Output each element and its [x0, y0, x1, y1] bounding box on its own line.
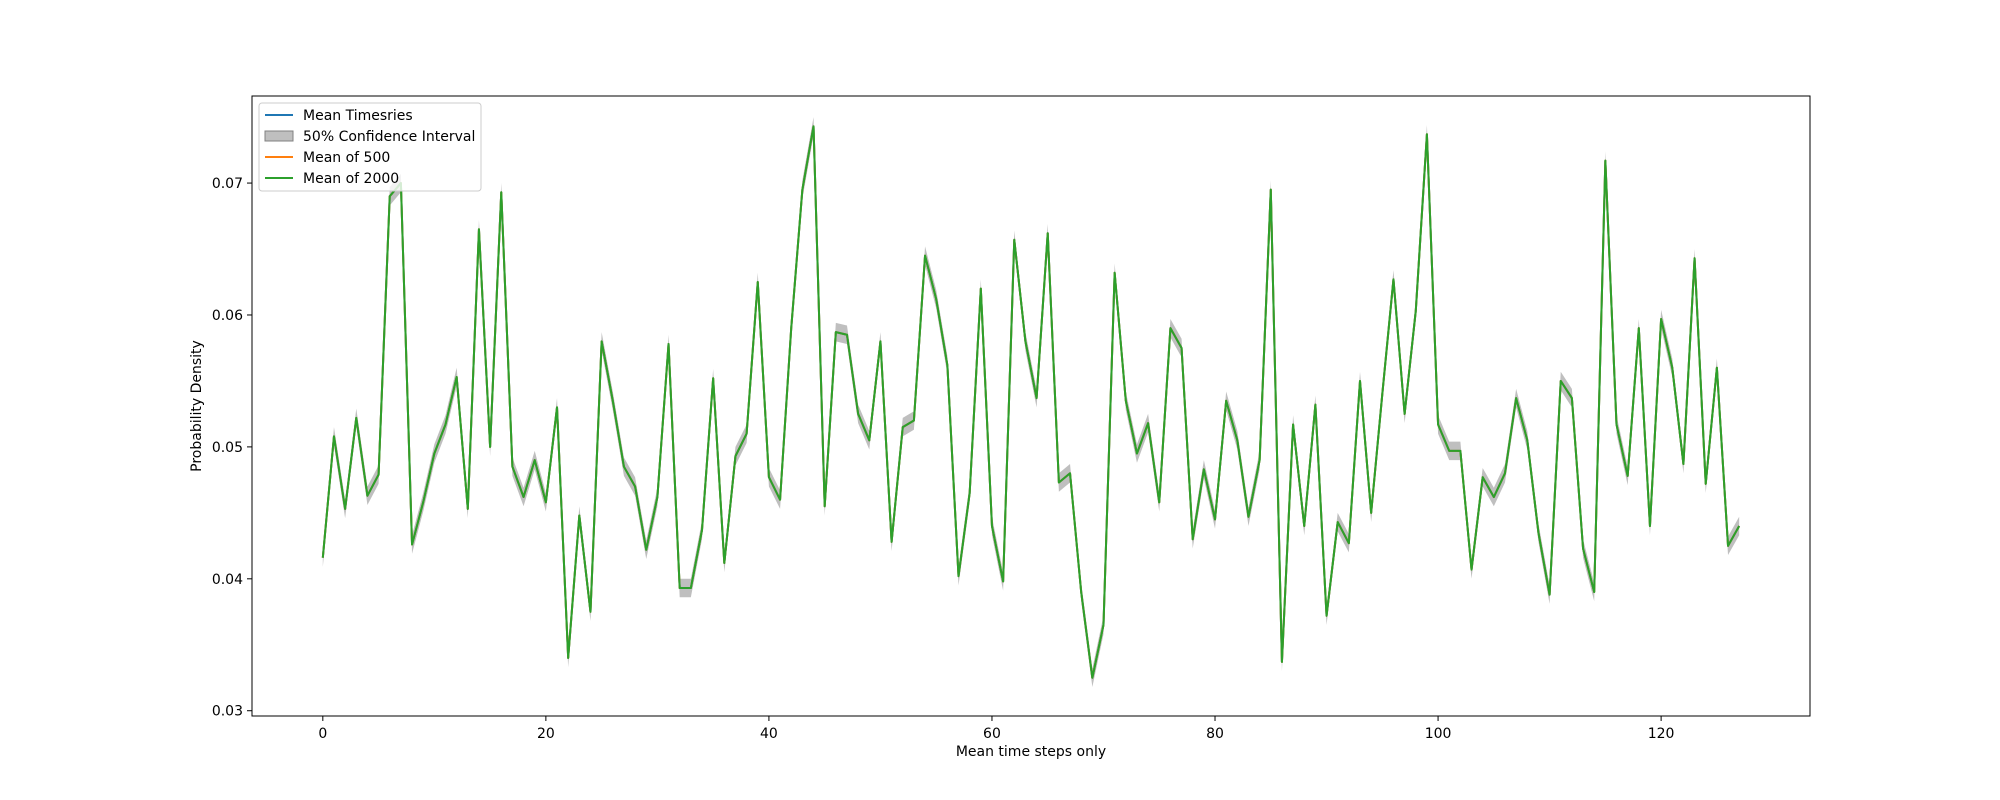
legend-swatch-patch: [264, 130, 294, 142]
legend-entry-label: Mean Timesries: [303, 108, 413, 124]
series-line-mean-of-2000: [321, 125, 1741, 679]
x-tick-label: 40: [760, 726, 778, 742]
axes-frame: [251, 95, 1811, 717]
legend-entry-label: 50% Confidence Interval: [303, 129, 475, 145]
x-axis-label: Mean time steps only: [956, 744, 1106, 760]
legend-entry-label: Mean of 2000: [303, 171, 399, 187]
x-tick-label: 20: [537, 726, 555, 742]
y-tick-label: 0.05: [212, 440, 243, 456]
legend-box: [258, 102, 482, 192]
x-tick-label: 100: [1425, 726, 1452, 742]
y-tick-label: 0.07: [212, 176, 243, 192]
x-tick-label: 80: [1206, 726, 1224, 742]
x-tick-label: 60: [983, 726, 1001, 742]
x-tick-label: 120: [1648, 726, 1675, 742]
y-tick-label: 0.06: [212, 308, 243, 324]
y-tick-label: 0.03: [212, 704, 243, 720]
y-axis-label: Probability Density: [189, 340, 205, 472]
plot-area: [321, 117, 1741, 687]
axes: 0 20 40 60 80 100 120 0.03 0.04 0.05 0.06 0.07: [212, 95, 1811, 742]
legend-entry-label: Mean of 500: [303, 150, 390, 166]
legend: Mean Timesries 50% Confidence Interval Mea…: [258, 102, 482, 192]
x-tick-label: 0: [318, 726, 327, 742]
y-tick-label: 0.04: [212, 572, 243, 588]
